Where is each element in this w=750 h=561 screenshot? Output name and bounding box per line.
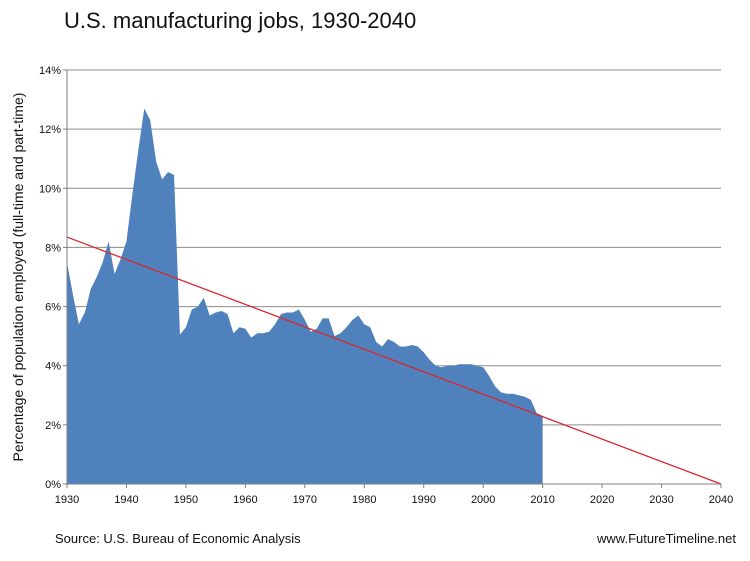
x-tick-label: 2010 <box>530 494 554 506</box>
axes <box>63 69 722 488</box>
x-tick-label: 1950 <box>174 494 198 506</box>
x-tick-label: 1930 <box>55 494 79 506</box>
x-tick-label: 1980 <box>352 494 376 506</box>
y-tick-label: 0% <box>45 479 61 491</box>
y-tick-label: 2% <box>45 420 61 432</box>
y-tick-label: 10% <box>39 183 61 195</box>
y-tick-label: 14% <box>39 65 61 77</box>
trend-line <box>66 236 722 485</box>
y-axis-title: Percentage of population employed (full-… <box>10 93 26 462</box>
x-tick-label: 1990 <box>411 494 435 506</box>
y-tick-label: 8% <box>45 242 61 254</box>
x-tick-labels: 1930 1940 1950 1960 1970 1980 1990 2000 2010 2020… <box>55 494 733 506</box>
area-series <box>67 108 543 484</box>
y-tick-label: 12% <box>39 124 61 136</box>
x-tick-label: 2030 <box>649 494 673 506</box>
manufacturing-jobs-area <box>67 108 543 484</box>
chart-title: U.S. manufacturing jobs, 1930-2040 <box>64 8 417 33</box>
trend-series <box>66 236 722 485</box>
x-tick-label: 1970 <box>293 494 317 506</box>
x-tick-label: 1940 <box>114 494 138 506</box>
x-tick-label: 2000 <box>471 494 495 506</box>
x-tick-label: 2020 <box>590 494 614 506</box>
y-tick-label: 6% <box>45 302 61 314</box>
source-note: Source: U.S. Bureau of Economic Analysis <box>55 531 301 546</box>
y-tick-labels: 0% 2% 4% 6% 8% 10% 12% 14% <box>39 65 61 491</box>
x-tick-label: 1960 <box>233 494 257 506</box>
site-credit: www.FutureTimeline.net <box>597 531 736 546</box>
x-tick-label: 2040 <box>709 494 733 506</box>
y-tick-label: 4% <box>45 361 61 373</box>
